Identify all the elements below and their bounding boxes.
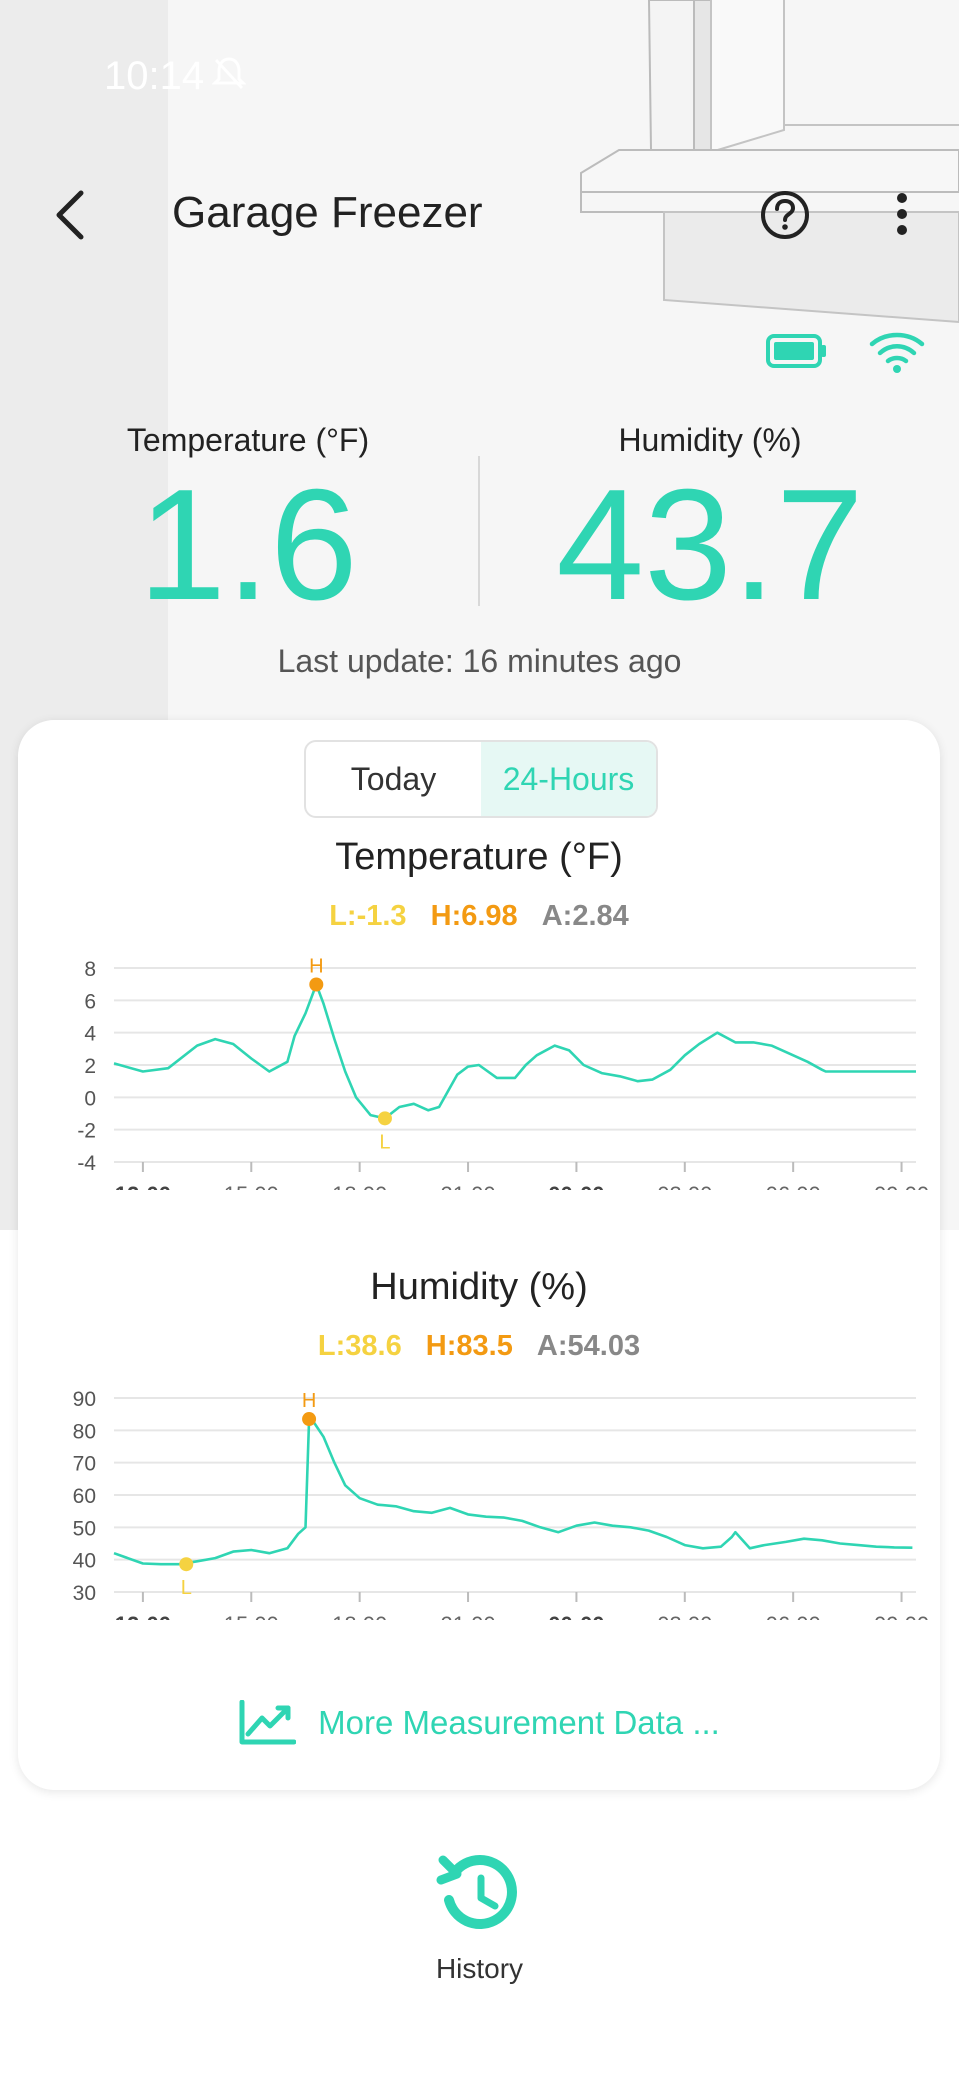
temperature-x-tick: 00:00	[548, 1182, 604, 1190]
temperature-x-tick: 18:00	[332, 1182, 387, 1190]
back-arrow-icon	[56, 190, 84, 240]
humidity-series-line	[113, 1417, 913, 1566]
temperature-y-tick: 8	[84, 958, 96, 981]
humidity-x-tick: 03:00	[657, 1612, 712, 1620]
humidity-chart: 9080706050403012:0007/0915:0018:0021:000…	[73, 1388, 929, 1620]
temperature-low-stat: L:-1.3	[329, 900, 407, 932]
temperature-low-point	[377, 1111, 392, 1126]
temperature-value: 1.6	[138, 457, 358, 633]
wifi-icon	[868, 330, 926, 379]
humidity-value: 43.7	[556, 457, 864, 633]
bell-off-icon	[211, 56, 247, 100]
temperature-series-line	[113, 983, 916, 1120]
humidity-label: Humidity (%)	[618, 422, 802, 458]
temperature-high-stat: H:6.98	[430, 900, 518, 932]
humidity-high-label: H	[302, 1390, 316, 1412]
humidity-x-tick: 15:00	[224, 1612, 279, 1620]
temperature-chart: 86420-2-412:0007/0915:0018:0021:0000:000…	[77, 955, 929, 1190]
temperature-x-tick: 12:00	[115, 1182, 171, 1190]
humidity-x-tick: 06:00	[766, 1612, 821, 1620]
humidity-x-tick: 12:00	[115, 1612, 171, 1620]
temperature-x-tick: 06:00	[766, 1182, 821, 1190]
humidity-low-stat: L:38.6	[317, 1330, 402, 1362]
temperature-y-tick: 4	[84, 1023, 96, 1046]
humidity-y-tick: 50	[73, 1517, 96, 1540]
temperature-avg-stat: A:2.84	[541, 900, 629, 932]
humidity-y-tick: 80	[73, 1420, 96, 1443]
last-update-text: Last update: 16 minutes ago	[277, 643, 682, 679]
help-icon	[761, 191, 809, 239]
temperature-low-label: L	[379, 1131, 390, 1153]
back-button[interactable]	[44, 180, 94, 250]
temperature-high-label: H	[309, 955, 323, 977]
humidity-x-tick: 21:00	[441, 1612, 496, 1620]
humidity-x-tick: 00:00	[548, 1612, 604, 1620]
humidity-stats: L:38.6 H:83.5 A:54.03	[18, 1330, 940, 1363]
chart-card: Today 24-Hours Temperature (°F) L:-1.3 H…	[18, 720, 940, 1790]
history-icon	[436, 1855, 517, 1929]
more-vertical-icon	[897, 193, 907, 235]
temperature-stats: L:-1.3 H:6.98 A:2.84	[18, 900, 940, 933]
temperature-x-tick: 15:00	[224, 1182, 279, 1190]
humidity-low-point	[179, 1557, 194, 1572]
help-button[interactable]	[760, 190, 810, 240]
tab-today[interactable]: Today	[350, 760, 437, 797]
temperature-y-tick: 6	[84, 990, 96, 1013]
shelf-illustration	[580, 0, 959, 324]
metrics-divider	[478, 456, 480, 606]
humidity-x-tick: 18:00	[332, 1612, 387, 1620]
temperature-x-tick: 21:00	[441, 1182, 496, 1190]
humidity-chart-title: Humidity (%)	[370, 1266, 588, 1308]
humidity-y-tick: 90	[73, 1388, 96, 1411]
temperature-label: Temperature (°F)	[126, 422, 370, 458]
humidity-y-tick: 40	[73, 1550, 96, 1573]
page-title: Garage Freezer	[172, 188, 483, 237]
battery-icon	[766, 333, 828, 374]
humidity-x-tick: 09:00	[874, 1612, 929, 1620]
more-options-button[interactable]	[884, 190, 920, 242]
humidity-high-point	[302, 1412, 317, 1427]
more-measurement-data-label: More Measurement Data ...	[318, 1704, 720, 1741]
temperature-x-tick: 09:00	[874, 1182, 929, 1190]
temperature-y-tick: -2	[77, 1120, 96, 1143]
temperature-y-tick: 2	[84, 1055, 96, 1078]
humidity-y-tick: 30	[73, 1582, 96, 1605]
temperature-chart-title: Temperature (°F)	[335, 836, 623, 878]
history-button[interactable]: History	[0, 1850, 959, 1985]
tab-24-hours[interactable]: 24-Hours	[481, 742, 656, 816]
humidity-y-tick: 70	[73, 1453, 96, 1476]
temperature-high-point	[309, 977, 324, 992]
temperature-x-tick: 03:00	[657, 1182, 712, 1190]
status-time: 10:14	[104, 54, 205, 98]
history-label: History	[435, 1953, 524, 1984]
temperature-y-tick: 0	[84, 1087, 96, 1110]
humidity-y-tick: 60	[73, 1485, 96, 1508]
temperature-y-tick: -4	[77, 1152, 96, 1175]
humidity-high-stat: H:83.5	[425, 1330, 513, 1362]
more-measurement-data-link[interactable]: More Measurement Data ...	[18, 1700, 940, 1746]
humidity-low-label: L	[181, 1577, 192, 1599]
humidity-avg-stat: A:54.03	[536, 1330, 641, 1362]
range-selector: Today 24-Hours	[304, 740, 658, 818]
chart-trend-icon	[239, 1700, 297, 1745]
